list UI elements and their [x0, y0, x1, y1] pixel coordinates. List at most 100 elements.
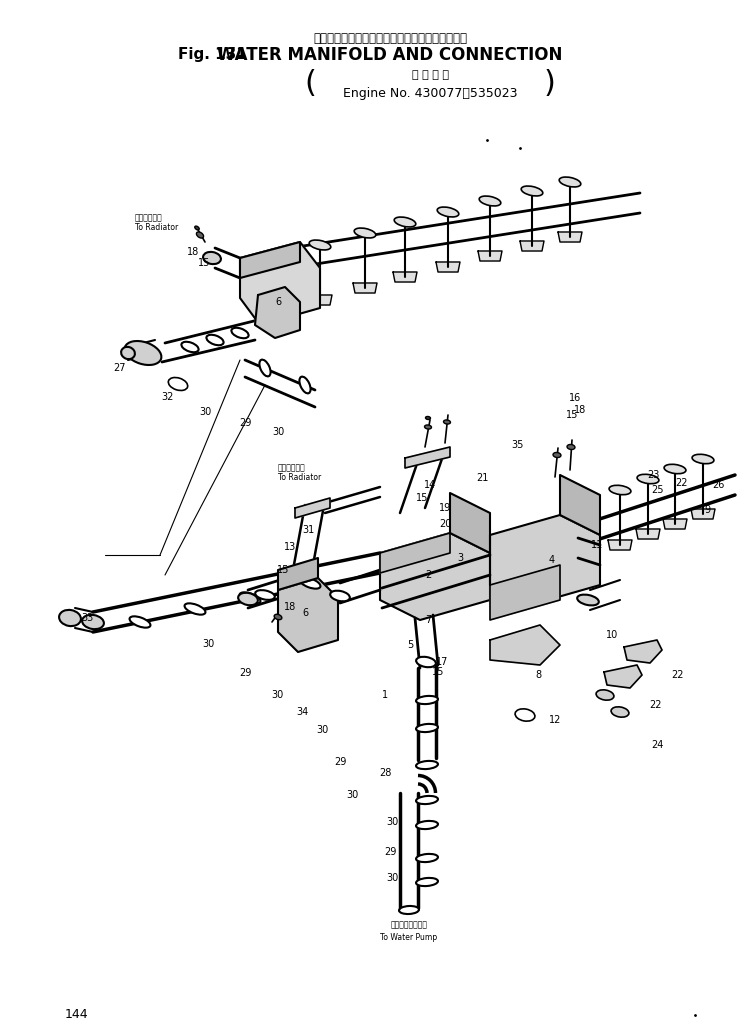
- Ellipse shape: [416, 760, 438, 769]
- Polygon shape: [490, 514, 600, 605]
- Ellipse shape: [416, 821, 438, 829]
- Polygon shape: [295, 498, 330, 518]
- Text: 32: 32: [162, 392, 174, 402]
- Text: 15: 15: [277, 565, 290, 575]
- Text: 30: 30: [386, 873, 398, 883]
- Text: 25: 25: [651, 485, 663, 495]
- Text: ): ): [544, 70, 556, 99]
- Polygon shape: [353, 283, 377, 293]
- Polygon shape: [604, 665, 642, 688]
- Text: Engine No. 430077～535023: Engine No. 430077～535023: [342, 86, 517, 100]
- Ellipse shape: [416, 878, 438, 886]
- Polygon shape: [393, 272, 417, 282]
- Ellipse shape: [577, 595, 599, 605]
- Polygon shape: [560, 475, 600, 535]
- Ellipse shape: [203, 252, 221, 264]
- Text: 30: 30: [202, 639, 214, 649]
- Polygon shape: [240, 242, 320, 325]
- Text: 7: 7: [425, 615, 431, 625]
- Text: 2: 2: [425, 570, 431, 580]
- Polygon shape: [278, 578, 338, 652]
- Text: ウォータポンプへ: ウォータポンプへ: [391, 921, 427, 929]
- Ellipse shape: [206, 334, 224, 346]
- Ellipse shape: [394, 217, 416, 227]
- Ellipse shape: [479, 197, 500, 206]
- Text: 19: 19: [439, 503, 451, 513]
- Polygon shape: [520, 241, 544, 251]
- Polygon shape: [691, 509, 715, 519]
- Text: 30: 30: [272, 427, 284, 437]
- Text: 144: 144: [65, 1008, 88, 1022]
- Ellipse shape: [559, 177, 581, 187]
- Ellipse shape: [416, 696, 438, 704]
- Text: 34: 34: [296, 707, 308, 717]
- Ellipse shape: [299, 377, 311, 393]
- Ellipse shape: [416, 795, 438, 804]
- Polygon shape: [450, 493, 490, 553]
- Text: 15: 15: [198, 258, 210, 268]
- Ellipse shape: [416, 724, 438, 732]
- Text: 8: 8: [535, 670, 541, 680]
- Text: To Radiator: To Radiator: [278, 473, 321, 483]
- Text: ラジエータへ: ラジエータへ: [135, 213, 163, 222]
- Text: 27: 27: [113, 363, 126, 372]
- Text: 14: 14: [424, 480, 436, 490]
- Ellipse shape: [521, 186, 543, 196]
- Text: 22: 22: [649, 700, 662, 710]
- Text: 26: 26: [712, 480, 724, 490]
- Polygon shape: [490, 625, 560, 665]
- Ellipse shape: [259, 359, 271, 377]
- Ellipse shape: [553, 453, 561, 458]
- Ellipse shape: [195, 226, 200, 229]
- Ellipse shape: [515, 709, 535, 721]
- Text: 24: 24: [651, 740, 663, 750]
- Text: 29: 29: [334, 757, 346, 767]
- Polygon shape: [478, 251, 502, 261]
- Text: 30: 30: [386, 817, 398, 827]
- Text: 18: 18: [187, 247, 199, 257]
- Ellipse shape: [444, 420, 451, 424]
- Text: To Radiator: To Radiator: [135, 223, 178, 233]
- Text: 30: 30: [271, 690, 284, 700]
- Text: 33: 33: [81, 613, 93, 623]
- Text: 22: 22: [671, 670, 683, 680]
- Ellipse shape: [238, 593, 258, 605]
- Text: To Water Pump: To Water Pump: [380, 932, 438, 942]
- Text: 11: 11: [591, 540, 603, 549]
- Text: 3: 3: [457, 553, 463, 563]
- Text: 30: 30: [199, 407, 211, 417]
- Text: 15: 15: [416, 493, 428, 503]
- Ellipse shape: [330, 591, 350, 601]
- Ellipse shape: [231, 328, 249, 339]
- Polygon shape: [380, 533, 490, 620]
- Text: Fig. 131: Fig. 131: [178, 47, 246, 63]
- Ellipse shape: [299, 577, 321, 589]
- Polygon shape: [240, 242, 300, 278]
- Ellipse shape: [59, 610, 81, 626]
- Text: 5: 5: [407, 640, 413, 650]
- Text: 16: 16: [569, 393, 581, 403]
- Text: 20: 20: [438, 519, 451, 529]
- Ellipse shape: [567, 445, 575, 450]
- Ellipse shape: [692, 454, 714, 464]
- Text: 22: 22: [676, 478, 688, 488]
- Ellipse shape: [355, 228, 376, 238]
- Polygon shape: [624, 640, 662, 663]
- Text: 29: 29: [384, 847, 396, 857]
- Text: 18: 18: [284, 602, 296, 612]
- Text: 23: 23: [647, 470, 659, 480]
- Polygon shape: [608, 540, 632, 549]
- Ellipse shape: [611, 707, 629, 717]
- Text: 15: 15: [565, 410, 578, 420]
- Ellipse shape: [637, 474, 659, 484]
- Text: WATER MANIFOLD AND CONNECTION: WATER MANIFOLD AND CONNECTION: [217, 46, 562, 64]
- Polygon shape: [436, 262, 460, 272]
- Text: 29: 29: [239, 418, 251, 428]
- Ellipse shape: [309, 240, 331, 250]
- Ellipse shape: [82, 615, 104, 629]
- Ellipse shape: [416, 854, 438, 862]
- Ellipse shape: [437, 207, 459, 217]
- Text: 18: 18: [574, 405, 586, 415]
- Ellipse shape: [609, 486, 631, 495]
- Text: 12: 12: [549, 715, 561, 725]
